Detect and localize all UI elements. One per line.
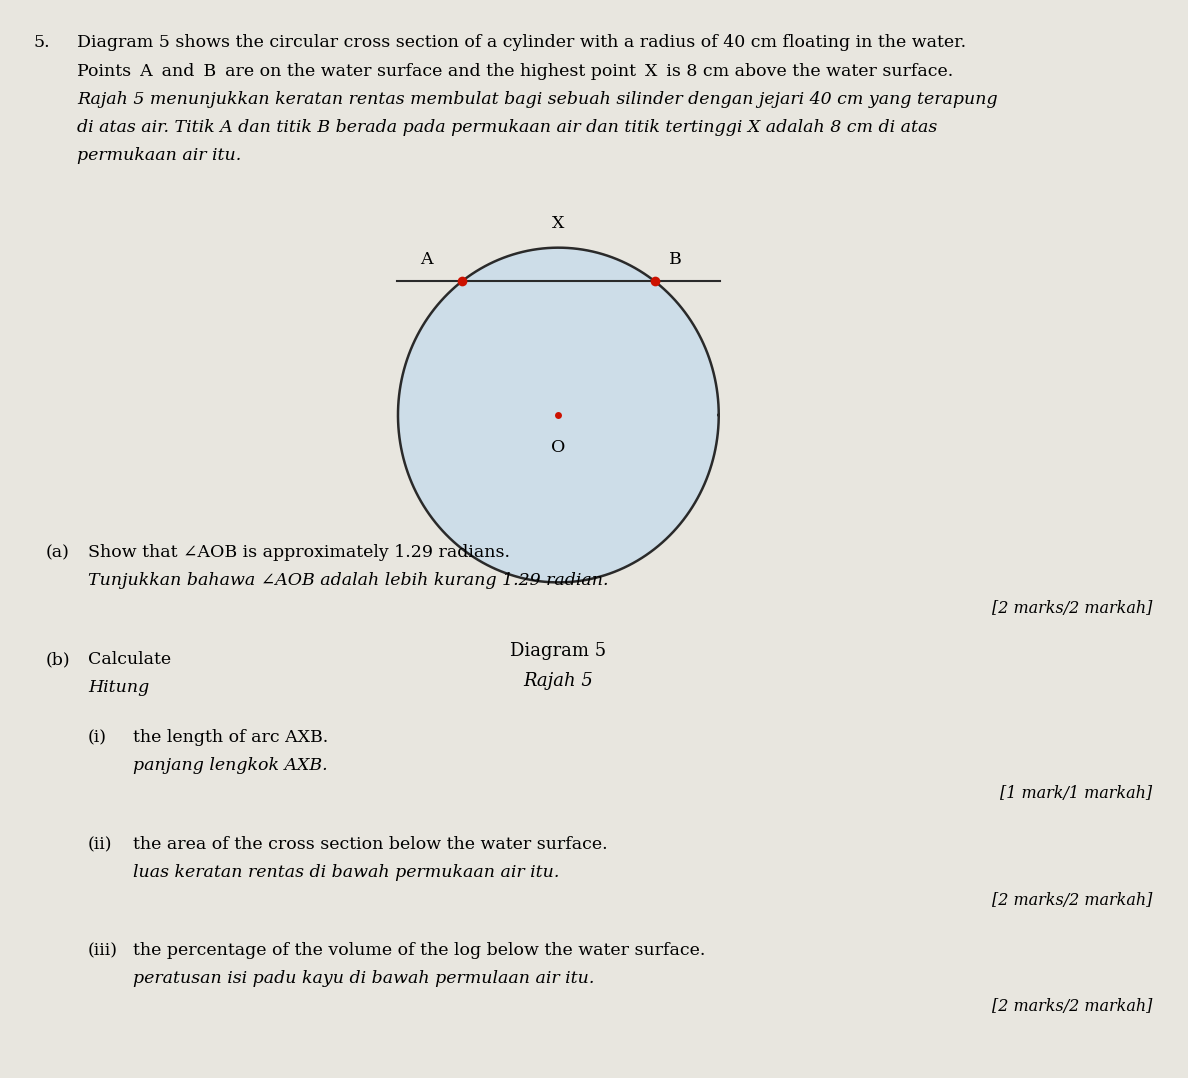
Text: [2 marks/2 markah]: [2 marks/2 markah] [992, 892, 1152, 909]
Text: O: O [551, 439, 565, 456]
Text: the percentage of the volume of the log below the water surface.: the percentage of the volume of the log … [133, 942, 706, 959]
Text: B: B [669, 251, 682, 268]
Text: X: X [552, 215, 564, 232]
Text: the area of the cross section below the water surface.: the area of the cross section below the … [133, 835, 608, 853]
Text: panjang lengkok AXB.: panjang lengkok AXB. [133, 758, 328, 774]
Text: A: A [419, 251, 432, 268]
Text: [2 marks/2 markah]: [2 marks/2 markah] [992, 600, 1152, 618]
Text: Hitung: Hitung [88, 679, 150, 696]
Text: (b): (b) [45, 651, 70, 668]
Text: Points  A  and  B  are on the water surface and the highest point  X  is 8 cm ab: Points A and B are on the water surface … [77, 63, 954, 80]
Text: Rajah 5: Rajah 5 [524, 672, 593, 690]
Text: [1 mark/1 markah]: [1 mark/1 markah] [1000, 786, 1152, 802]
Text: Show that ∠AOB is approximately 1.29 radians.: Show that ∠AOB is approximately 1.29 rad… [88, 544, 510, 562]
Text: [2 marks/2 markah]: [2 marks/2 markah] [992, 998, 1152, 1015]
Text: Calculate: Calculate [88, 651, 171, 668]
Text: permukaan air itu.: permukaan air itu. [77, 147, 241, 164]
Text: (a): (a) [45, 544, 69, 562]
Text: Rajah 5 menunjukkan keratan rentas membulat bagi sebuah silinder dengan jejari 4: Rajah 5 menunjukkan keratan rentas membu… [77, 91, 998, 108]
Text: peratusan isi padu kayu di bawah permulaan air itu.: peratusan isi padu kayu di bawah permula… [133, 970, 594, 987]
Text: (i): (i) [88, 730, 107, 746]
Text: Diagram 5: Diagram 5 [511, 641, 606, 660]
Text: the length of arc AXB.: the length of arc AXB. [133, 730, 328, 746]
Text: (iii): (iii) [88, 942, 118, 959]
Polygon shape [398, 248, 719, 582]
Text: Diagram 5 shows the circular cross section of a cylinder with a radius of 40 cm : Diagram 5 shows the circular cross secti… [77, 34, 966, 52]
Text: Tunjukkan bahawa ∠AOB adalah lebih kurang 1.29 radian.: Tunjukkan bahawa ∠AOB adalah lebih kuran… [88, 572, 608, 590]
Text: 5.: 5. [33, 34, 50, 52]
Text: (ii): (ii) [88, 835, 113, 853]
Text: luas keratan rentas di bawah permukaan air itu.: luas keratan rentas di bawah permukaan a… [133, 863, 560, 881]
Text: di atas air. Titik A dan titik B berada pada permukaan air dan titik tertinggi X: di atas air. Titik A dan titik B berada … [77, 119, 937, 136]
